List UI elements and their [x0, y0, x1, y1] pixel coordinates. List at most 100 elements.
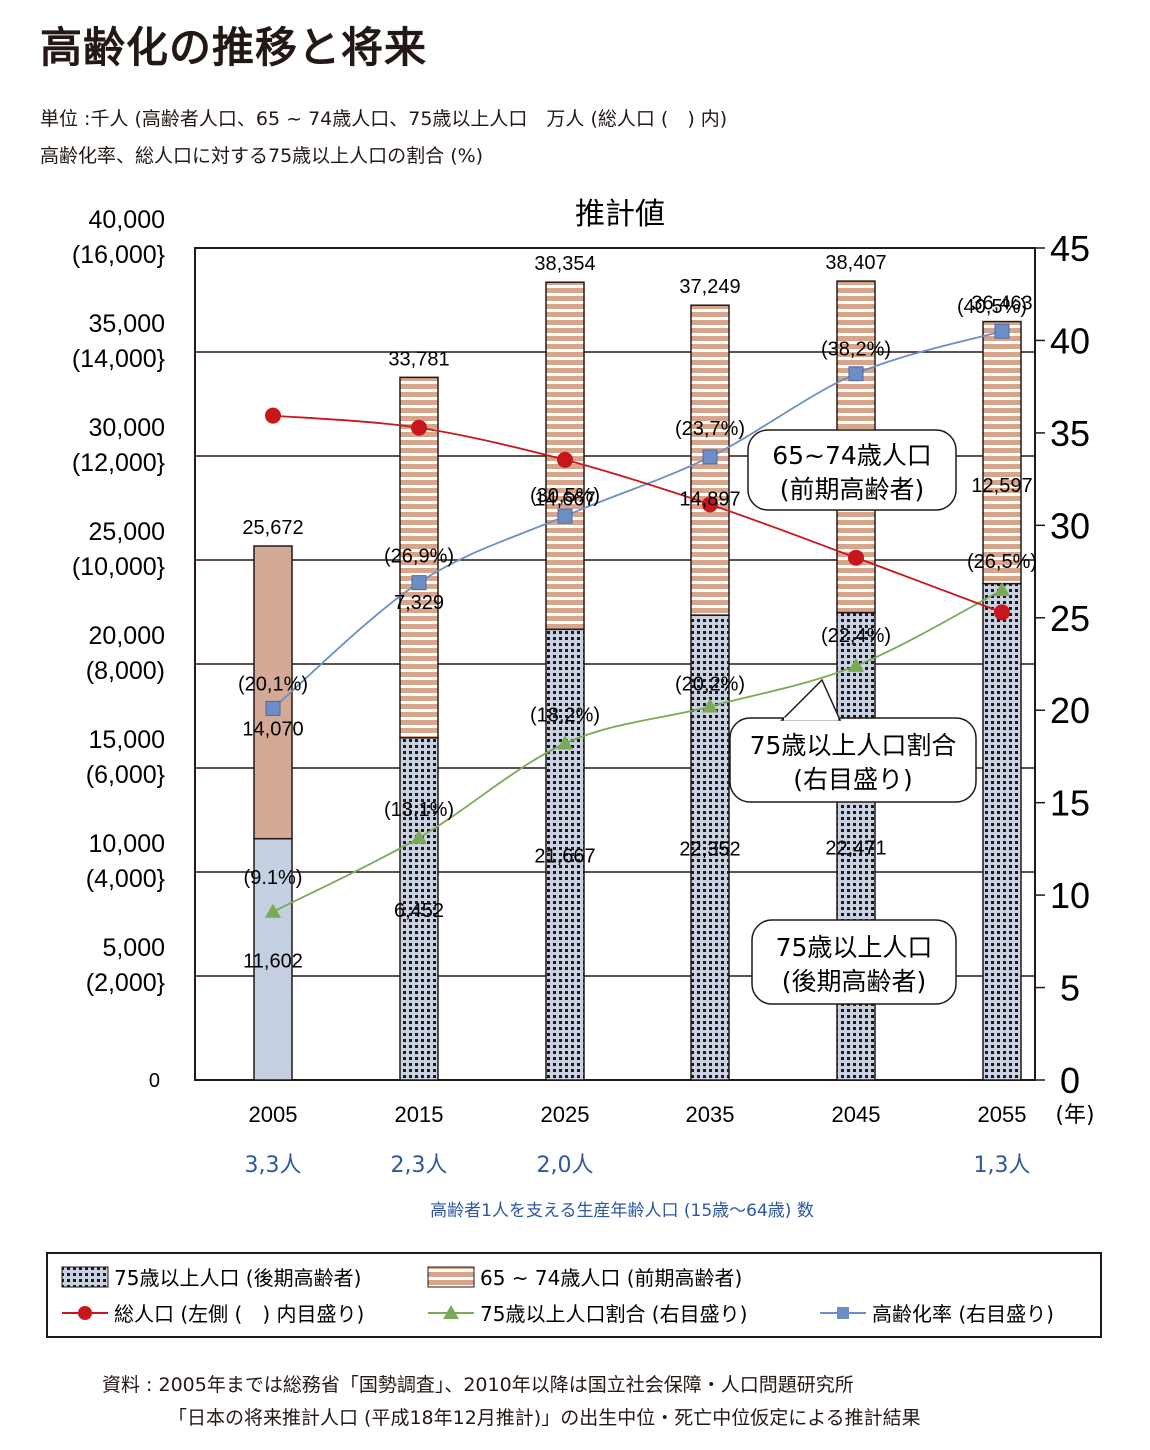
- left-axis-tick: 0: [149, 1070, 160, 1092]
- right-axis-tick: 20: [1050, 690, 1090, 731]
- ratio-75plus-point: [848, 657, 864, 672]
- left-axis-tick-paren: (2,000}: [86, 969, 165, 997]
- bar-65-74-label: 14,667: [534, 488, 595, 510]
- total-population-point: [557, 451, 573, 468]
- callout-75plus-line2: (後期高齢者): [782, 967, 927, 996]
- left-axis-tick: 20,000: [89, 622, 165, 650]
- bar-75plus: [982, 582, 1022, 1081]
- right-axis-tick: 45: [1050, 228, 1090, 269]
- total-population-point: [265, 407, 281, 424]
- legend-swatch-65-74: [427, 1266, 475, 1288]
- callout-ratio-75-line2: (右目盛り): [793, 765, 913, 794]
- page-title: 高齢化の推移と将来: [40, 23, 428, 72]
- legend-marker-aging: [837, 1307, 849, 1319]
- x-axis-tick: 2045: [832, 1102, 881, 1127]
- x-axis-tick: 2005: [249, 1102, 298, 1127]
- bar-65-74: [399, 376, 439, 739]
- aging-rate-label: (23,7%): [675, 418, 745, 440]
- ratio-75plus-point: [557, 735, 573, 750]
- callout-75plus: [751, 919, 957, 1005]
- unit-note-2: 高齢化率、総人口に対する75歳以上人口の割合 (%): [40, 145, 484, 167]
- legend-marker-total: [78, 1306, 92, 1320]
- aging-rate-label: (26,9%): [384, 546, 454, 568]
- aging-rate-label: (20,1%): [238, 673, 308, 695]
- left-axis-tick-paren: (4,000}: [86, 865, 165, 893]
- ratio-75plus-point: [994, 582, 1010, 597]
- callout-65-74-line1: 65~74歳人口: [772, 441, 932, 470]
- callout-65-74-line2: (前期高齢者): [780, 475, 925, 504]
- bar-75plus: [399, 737, 439, 1081]
- left-axis-tick-paren: (8,000): [86, 657, 165, 685]
- aging-rate-label: (40,5%): [957, 296, 1027, 318]
- ratio-75plus-label: (26,5%): [967, 551, 1037, 573]
- aging-rate-label: (30,5%): [530, 485, 600, 507]
- legend-marker-ratio75: [443, 1305, 459, 1319]
- bar-75plus: [253, 837, 293, 1081]
- source-note-2: 「日本の将来推計人口 (平成18年12月推計)」の出生中位・死亡中位仮定による推…: [168, 1407, 921, 1429]
- left-axis-tick: 5,000: [102, 934, 165, 962]
- support-ratio-label: 2,0人: [537, 1153, 594, 1178]
- legend-label-75plus: 75歳以上人口 (後期高齢者): [114, 1266, 361, 1290]
- left-axis-tick: 10,000: [89, 830, 165, 858]
- legend-swatch-75plus: [61, 1266, 109, 1288]
- left-axis-tick: 25,000: [89, 518, 165, 546]
- right-axis-tick: 0: [1060, 1060, 1080, 1101]
- bar-65-74-label: 14,897: [679, 488, 740, 510]
- bar-75plus-label: 11,602: [243, 950, 303, 972]
- legend-label-aging: 高齢化率 (右目盛り): [872, 1302, 1054, 1326]
- bar-total-label: 36,463: [971, 293, 1032, 315]
- right-axis-tick: 5: [1060, 968, 1080, 1009]
- support-ratio-label: 1,3人: [974, 1153, 1031, 1178]
- left-axis-tick: 15,000: [89, 726, 165, 754]
- ratio-75plus-point: [265, 903, 281, 918]
- bar-65-74: [982, 320, 1022, 585]
- legend-label-total: 総人口 (左側 ( ) 内目盛り): [114, 1302, 364, 1326]
- aging-rate-point: [265, 700, 281, 716]
- legend-label-65-74: 65 ~ 74歳人口 (前期高齢者): [480, 1266, 742, 1290]
- bar-65-74: [253, 545, 293, 840]
- ratio-75plus-label: (18,2%): [530, 705, 600, 727]
- x-axis-tick: 2035: [686, 1102, 735, 1127]
- total-population-point: [848, 549, 864, 566]
- support-caption: 高齢者1人を支える生産年齢人口 (15歳〜64歳) 数: [430, 1201, 814, 1221]
- right-axis-tick: 30: [1050, 505, 1090, 546]
- chart-title: 推計値: [575, 197, 665, 232]
- right-axis-tick: 40: [1050, 320, 1090, 361]
- bar-75plus: [690, 614, 730, 1081]
- aging-rate-label: (38,2%): [821, 339, 891, 361]
- aging-rate-line: [272, 330, 1003, 710]
- x-axis-tick: 2055: [978, 1102, 1027, 1127]
- total-population-point: [994, 604, 1010, 621]
- ratio-75plus-label: (9.1%): [244, 867, 303, 889]
- x-axis-unit: (年): [1055, 1103, 1094, 1128]
- legend-label-ratio75: 75歳以上人口割合 (右目盛り): [480, 1302, 747, 1326]
- bar-total-label: 38,407: [825, 252, 886, 274]
- aging-rate-point: [702, 449, 718, 465]
- ratio-75plus-label: (20,2%): [675, 674, 745, 696]
- total-population-line: [272, 414, 1003, 614]
- left-axis-tick: 35,000: [89, 310, 165, 338]
- bar-total-label: 38,354: [534, 253, 595, 275]
- left-axis-tick: 30,000: [89, 414, 165, 442]
- left-axis-tick-paren: (12,000}: [72, 449, 165, 477]
- right-axis-tick: 35: [1050, 413, 1090, 454]
- ratio-75plus-label: (22,4%): [821, 625, 891, 647]
- ratio-75plus-point: [411, 829, 427, 844]
- bar-65-74-label: 14,070: [242, 718, 303, 740]
- total-population-point: [411, 419, 427, 436]
- support-ratio-label: 3,3人: [245, 1153, 302, 1178]
- bar-65-74-label: 12,597: [971, 475, 1032, 497]
- bar-75plus-label: 22,471: [825, 837, 886, 859]
- support-ratio-label: 2,3人: [391, 1153, 448, 1178]
- total-population-point: [702, 496, 718, 513]
- bar-total-label: 33,781: [388, 348, 449, 370]
- bar-65-74-label: 7,329: [394, 592, 444, 614]
- ratio-75plus-point: [702, 698, 718, 713]
- bar-75plus-label: 21,667: [534, 846, 595, 868]
- left-axis-tick: 40,000: [89, 206, 165, 234]
- bar-75plus-label: 6,452: [394, 900, 444, 922]
- right-axis-tick: 10: [1050, 875, 1090, 916]
- ratio-75plus-label: (13,1%): [384, 799, 454, 821]
- aging-rate-point: [848, 366, 864, 382]
